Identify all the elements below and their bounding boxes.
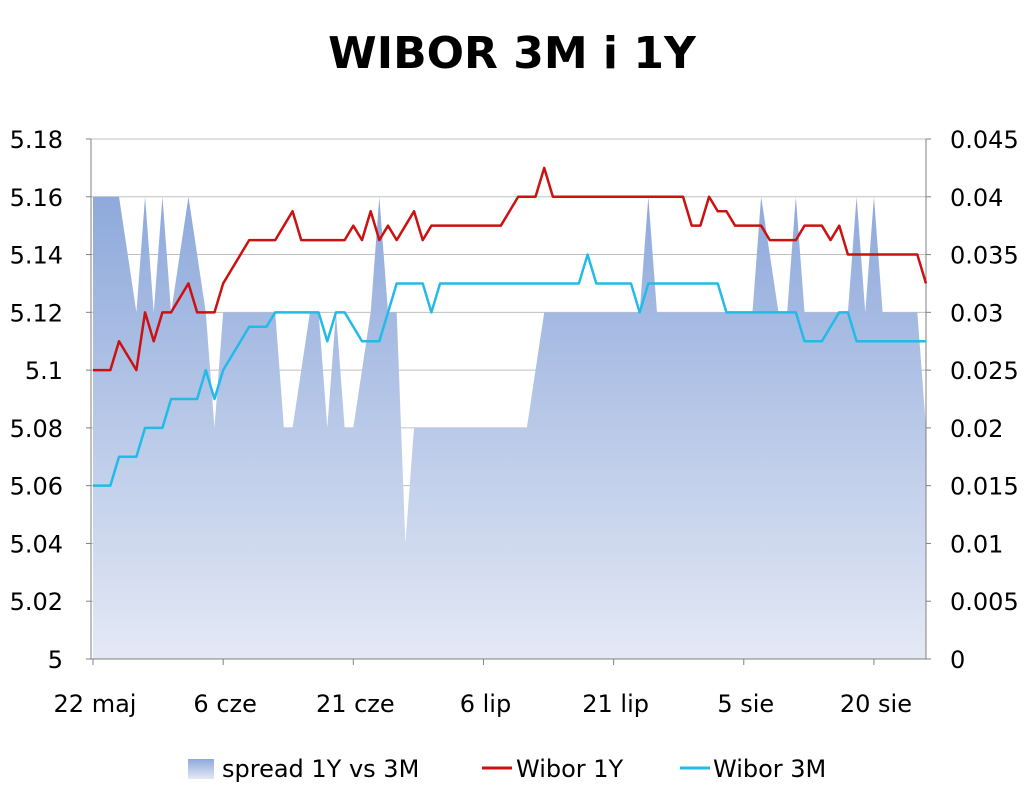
- legend-label-spread: spread 1Y vs 3M: [222, 755, 419, 783]
- chart-title: WIBOR 3M i 1Y: [328, 28, 696, 79]
- y-left-tick-label: 5.1: [25, 357, 63, 385]
- axes-layer: [90, 139, 927, 660]
- legend-swatch-spread: [188, 759, 214, 779]
- x-tick-label: 20 sie: [840, 690, 912, 718]
- y-right-tick-label: 0.015: [950, 473, 1019, 501]
- x-tick-label: 21 cze: [316, 690, 395, 718]
- y-left-tick-label: 5.08: [10, 415, 63, 443]
- x-tick-label: 6 cze: [193, 690, 256, 718]
- y-left-tick-label: 5.06: [10, 473, 63, 501]
- y-left-tick-label: 5.12: [10, 299, 63, 327]
- lines-layer: [93, 166, 928, 487]
- y-right-tick-label: 0: [950, 646, 965, 674]
- y-left-tick-label: 5: [48, 646, 63, 674]
- y-right-tick-label: 0.04: [950, 184, 1003, 212]
- x-tick-label: 22 maj: [54, 690, 137, 718]
- legend-label-wibor-3m: Wibor 3M: [713, 755, 826, 783]
- y-left-tick-label: 5.02: [10, 588, 63, 616]
- y-right-tick-label: 0.02: [950, 415, 1003, 443]
- y-left-tick-label: 5.18: [10, 126, 63, 154]
- x-tick-label: 5 sie: [717, 690, 774, 718]
- y-right-tick-label: 0.045: [950, 126, 1019, 154]
- y-left-tick-label: 5.16: [10, 184, 63, 212]
- y-right-tick-label: 0.035: [950, 242, 1019, 270]
- series-line-wibor-3m: [93, 253, 926, 487]
- y-right-tick-label: 0.01: [950, 530, 1003, 558]
- y-left-tick-label: 5.14: [10, 242, 63, 270]
- x-tick-label: 6 lip: [460, 690, 511, 718]
- ticks-layer: 5 5.02 5.04 5.06 5.08 5.1 5.12 5.14 5.16 5.18 0 0.0…: [10, 126, 1019, 718]
- y-left-tick-label: 5.04: [10, 530, 63, 558]
- area-layer: [93, 196, 926, 659]
- series-area-spread: [93, 196, 926, 659]
- y-right-tick-label: 0.025: [950, 357, 1019, 385]
- series-line-wibor-1y: [93, 166, 928, 372]
- legend: spread 1Y vs 3M Wibor 1Y Wibor 3M: [188, 755, 826, 783]
- x-tick-label: 21 lip: [582, 690, 649, 718]
- y-right-tick-label: 0.005: [950, 588, 1019, 616]
- y-right-tick-label: 0.03: [950, 299, 1003, 327]
- legend-label-wibor-1y: Wibor 1Y: [516, 755, 624, 783]
